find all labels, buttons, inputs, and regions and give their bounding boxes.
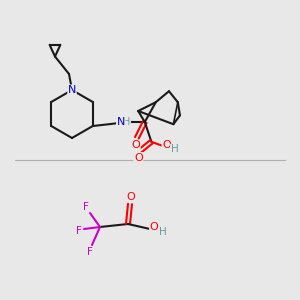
- Text: O: O: [134, 153, 143, 163]
- Text: O: O: [131, 140, 140, 150]
- Text: F: F: [83, 202, 89, 212]
- Text: N: N: [68, 85, 76, 95]
- Text: O: O: [127, 192, 135, 202]
- Text: O: O: [150, 222, 158, 232]
- Text: H: H: [159, 227, 167, 237]
- Text: N: N: [117, 117, 125, 127]
- Text: F: F: [76, 226, 82, 236]
- Text: O: O: [162, 140, 171, 150]
- Text: F: F: [87, 247, 93, 257]
- Text: H: H: [171, 144, 178, 154]
- Text: H: H: [123, 117, 130, 127]
